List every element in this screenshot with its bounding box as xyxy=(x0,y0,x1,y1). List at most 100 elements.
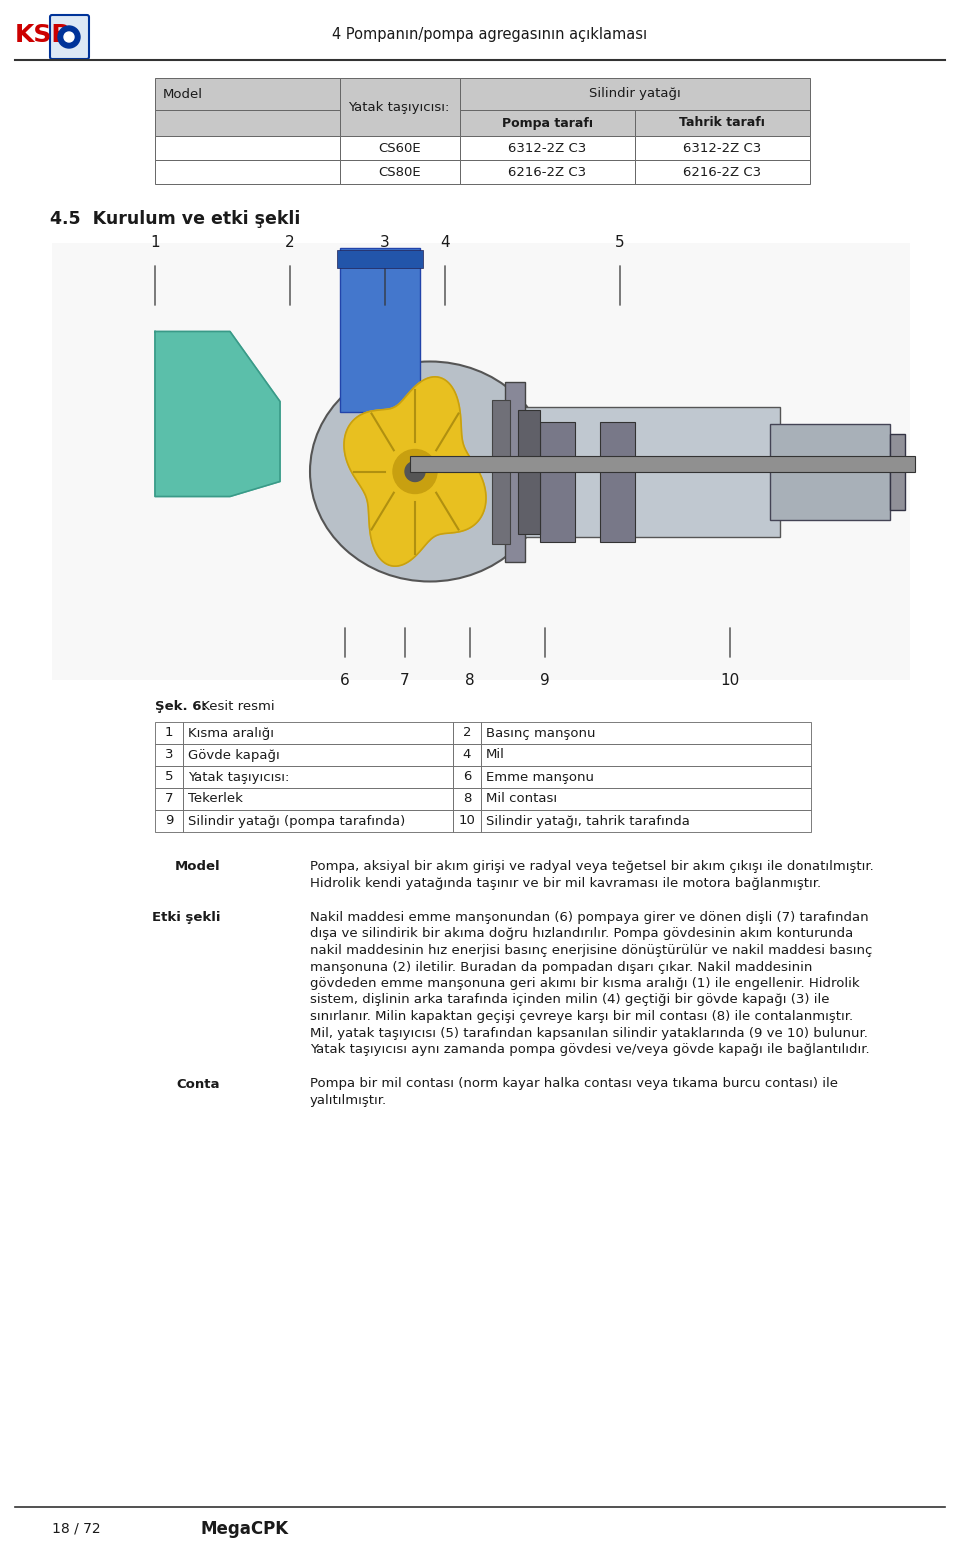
Bar xyxy=(460,159,635,184)
Bar xyxy=(460,110,635,136)
Text: 6216-2Z C3: 6216-2Z C3 xyxy=(508,166,586,178)
Text: 3: 3 xyxy=(380,235,390,251)
Text: 2: 2 xyxy=(463,727,471,739)
FancyBboxPatch shape xyxy=(50,15,89,59)
Text: Conta: Conta xyxy=(177,1078,220,1091)
Bar xyxy=(453,722,481,744)
Polygon shape xyxy=(344,377,486,566)
Polygon shape xyxy=(155,331,280,497)
Text: 6312-2Z C3: 6312-2Z C3 xyxy=(683,141,761,155)
Text: Etki şekli: Etki şekli xyxy=(152,911,220,924)
Bar xyxy=(52,243,910,681)
Text: 6: 6 xyxy=(340,673,349,688)
Bar xyxy=(453,744,481,766)
Bar xyxy=(340,159,460,184)
Bar xyxy=(155,77,340,110)
Text: Kısma aralığı: Kısma aralığı xyxy=(188,727,274,739)
Text: Emme manşonu: Emme manşonu xyxy=(486,770,594,783)
Text: 7: 7 xyxy=(400,673,410,688)
Text: 4 Pompanın/pompa agregasının açıklaması: 4 Pompanın/pompa agregasının açıklaması xyxy=(332,28,648,42)
Text: 6: 6 xyxy=(463,770,471,783)
Text: Silindir yatağı (pompa tarafında): Silindir yatağı (pompa tarafında) xyxy=(188,815,405,828)
Text: 10: 10 xyxy=(720,673,739,688)
Text: gövdeden emme manşonuna geri akımı bir kısma aralığı (1) ile engellenir. Hidroli: gövdeden emme manşonuna geri akımı bir k… xyxy=(310,978,859,990)
Bar xyxy=(183,787,453,811)
Bar xyxy=(481,766,811,787)
Text: KSB: KSB xyxy=(15,23,71,46)
Circle shape xyxy=(58,26,80,48)
Text: 9: 9 xyxy=(165,815,173,828)
Text: 18 / 72: 18 / 72 xyxy=(52,1522,101,1536)
Text: 10: 10 xyxy=(459,815,475,828)
Text: 5: 5 xyxy=(165,770,173,783)
Bar xyxy=(155,136,340,159)
Bar xyxy=(460,136,635,159)
Text: 7: 7 xyxy=(165,792,173,806)
Text: 1: 1 xyxy=(150,235,159,251)
Text: Tahrik tarafı: Tahrik tarafı xyxy=(679,116,765,130)
Bar xyxy=(505,382,525,562)
Bar xyxy=(337,251,423,268)
Text: Yatak taşıyıcısı:: Yatak taşıyıcısı: xyxy=(348,101,449,113)
Text: Silindir yatağı, tahrik tarafında: Silindir yatağı, tahrik tarafında xyxy=(486,815,690,828)
Bar xyxy=(155,787,183,811)
Bar xyxy=(155,110,340,136)
Bar xyxy=(155,159,340,184)
Bar xyxy=(600,421,635,541)
Text: Gövde kapağı: Gövde kapağı xyxy=(188,749,279,761)
Bar xyxy=(481,744,811,766)
Text: 8: 8 xyxy=(466,673,475,688)
Text: Nakil maddesi emme manşonundan (6) pompaya girer ve dönen dişli (7) tarafından: Nakil maddesi emme manşonundan (6) pompa… xyxy=(310,911,869,924)
Text: 4: 4 xyxy=(441,235,450,251)
Text: Pompa, aksiyal bir akım girişi ve radyal veya teğetsel bir akım çıkışı ile donat: Pompa, aksiyal bir akım girişi ve radyal… xyxy=(310,860,874,873)
Text: CS60E: CS60E xyxy=(378,141,421,155)
Text: yalıtılmıştır.: yalıtılmıştır. xyxy=(310,1094,387,1108)
Bar xyxy=(635,110,810,136)
Bar xyxy=(890,433,905,509)
Bar xyxy=(481,722,811,744)
Bar xyxy=(540,421,575,541)
Text: 2: 2 xyxy=(285,235,295,251)
Text: 4: 4 xyxy=(463,749,471,761)
Bar xyxy=(183,811,453,832)
Bar xyxy=(770,424,890,520)
Bar xyxy=(340,136,460,159)
Bar xyxy=(155,722,183,744)
Text: Pompa tarafı: Pompa tarafı xyxy=(501,116,592,130)
Bar xyxy=(183,766,453,787)
Circle shape xyxy=(405,461,425,481)
Bar xyxy=(453,811,481,832)
Bar xyxy=(460,77,810,110)
Bar xyxy=(518,410,540,534)
Text: Silindir yatağı: Silindir yatağı xyxy=(589,88,681,101)
Text: CS80E: CS80E xyxy=(378,166,421,178)
Text: 1: 1 xyxy=(165,727,173,739)
Text: manşonuna (2) iletilir. Buradan da pompadan dışarı çıkar. Nakil maddesinin: manşonuna (2) iletilir. Buradan da pompa… xyxy=(310,961,812,973)
Bar xyxy=(340,248,420,412)
Text: 8: 8 xyxy=(463,792,471,806)
Bar xyxy=(481,811,811,832)
Bar xyxy=(453,766,481,787)
Bar xyxy=(410,455,915,472)
Circle shape xyxy=(393,450,437,493)
Bar xyxy=(183,722,453,744)
Text: Basınç manşonu: Basınç manşonu xyxy=(486,727,595,739)
Bar xyxy=(155,766,183,787)
Text: sistem, dişlinin arka tarafında içinden milin (4) geçtiği bir gövde kapağı (3) i: sistem, dişlinin arka tarafında içinden … xyxy=(310,993,829,1007)
Circle shape xyxy=(64,32,74,42)
Text: 6312-2Z C3: 6312-2Z C3 xyxy=(508,141,587,155)
Text: Mil contası: Mil contası xyxy=(486,792,557,806)
Text: Yatak taşıyıcısı aynı zamanda pompa gövdesi ve/veya gövde kapağı ile bağlantılıd: Yatak taşıyıcısı aynı zamanda pompa gövd… xyxy=(310,1043,870,1057)
Bar xyxy=(155,811,183,832)
Text: Hidrolik kendi yatağında taşınır ve bir mil kavraması ile motora bağlanmıştır.: Hidrolik kendi yatağında taşınır ve bir … xyxy=(310,877,821,890)
Text: dışa ve silindirik bir akıma doğru hızlandırılır. Pompa gövdesinin akım konturun: dışa ve silindirik bir akıma doğru hızla… xyxy=(310,928,853,941)
Text: MegaCPK: MegaCPK xyxy=(200,1521,288,1538)
Text: nakil maddesinin hız enerjisi basınç enerjisine dönüştürülür ve nakil maddesi ba: nakil maddesinin hız enerjisi basınç ene… xyxy=(310,944,873,958)
Text: 9: 9 xyxy=(540,673,550,688)
Text: Şek. 6:: Şek. 6: xyxy=(155,699,206,713)
Text: Mil: Mil xyxy=(486,749,505,761)
Text: 6216-2Z C3: 6216-2Z C3 xyxy=(683,166,761,178)
Bar xyxy=(183,744,453,766)
Text: 3: 3 xyxy=(165,749,173,761)
Bar xyxy=(453,787,481,811)
